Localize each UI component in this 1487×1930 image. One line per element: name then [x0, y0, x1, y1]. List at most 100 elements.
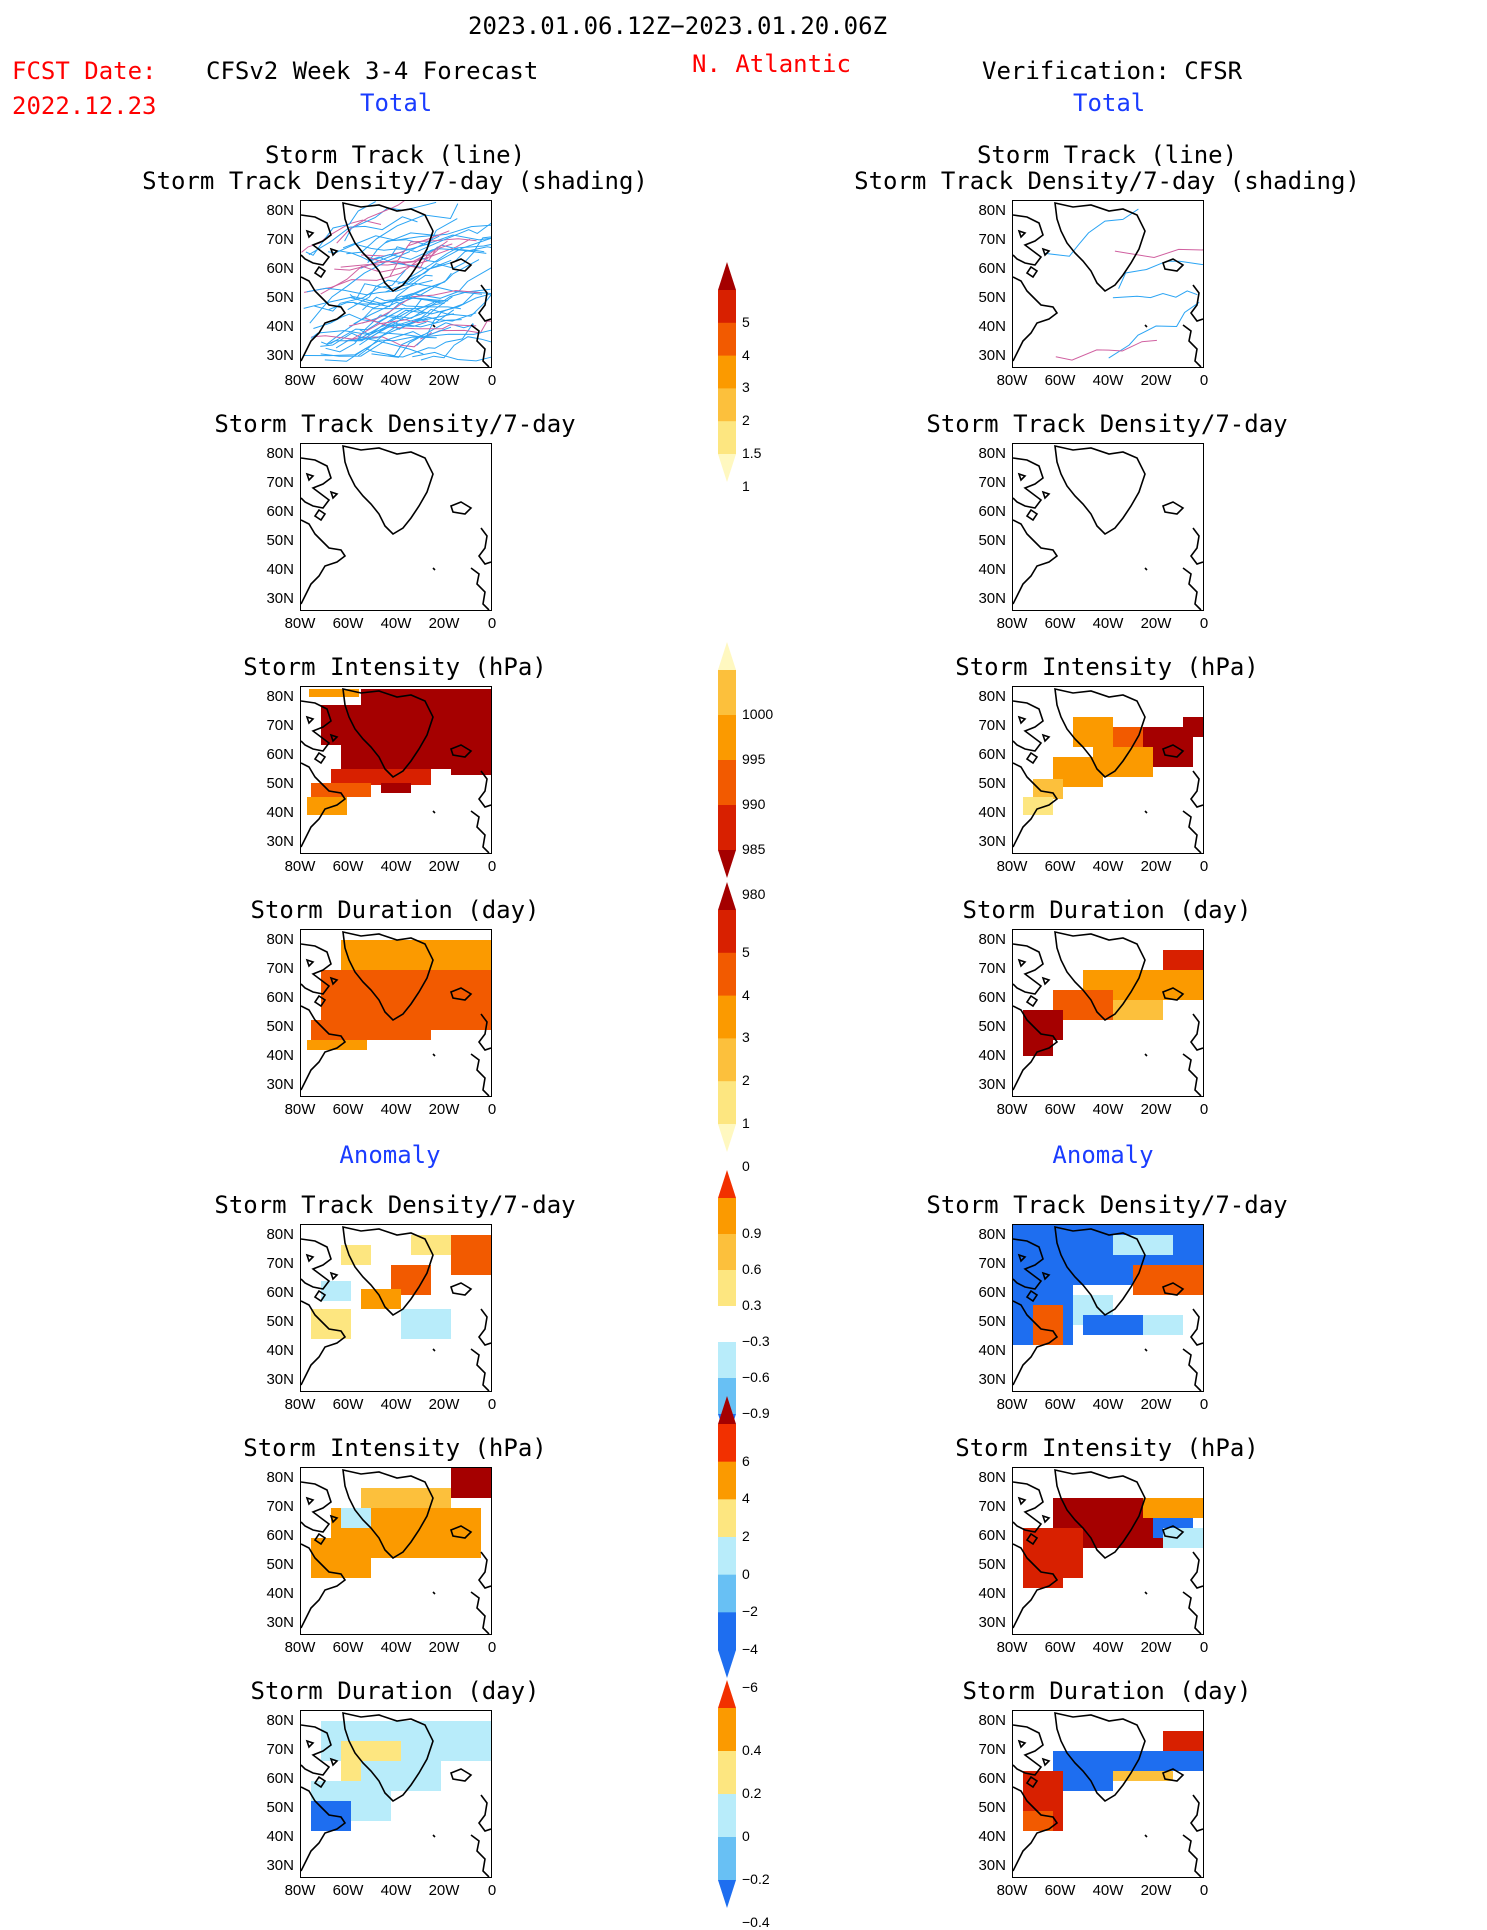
storm-track-line: [354, 297, 449, 305]
anom-duration-forecast-map: [300, 1710, 492, 1878]
lat-tick-label: 70N: [978, 717, 1006, 734]
storm-track-line: [384, 282, 483, 295]
coastline: [313, 994, 327, 1008]
coastline: [301, 1300, 347, 1386]
grid-cell: [361, 689, 491, 705]
lat-tick-label: 70N: [978, 1255, 1006, 1272]
lon-tick-label: 40W: [1092, 1396, 1124, 1413]
lon-tick-label: 0: [487, 1101, 497, 1118]
coastline: [470, 567, 490, 610]
colorbar-segment: [718, 388, 736, 422]
date-range-title: 2023.01.06.12Z−2023.01.20.06Z: [468, 12, 888, 40]
colorbar-tick-label: 5: [742, 943, 750, 960]
panel-title: Storm Track Density/7-day: [115, 411, 675, 437]
storm-track-line: [360, 234, 491, 269]
grid-cell: [341, 1245, 371, 1265]
coastline: [342, 1225, 434, 1317]
grid-cell: [1163, 950, 1203, 970]
coastline: [478, 1551, 491, 1589]
coastline: [305, 1496, 315, 1506]
lon-tick-label: 40W: [1092, 615, 1124, 632]
lat-tick-label: 70N: [266, 1741, 294, 1758]
coastline: [450, 744, 473, 758]
panel-title-line1: Storm Track (line): [976, 141, 1238, 169]
coastline: [478, 1794, 491, 1832]
colorbar-segment: [718, 421, 736, 455]
lat-tick-label: 70N: [978, 960, 1006, 977]
map-canvas: [301, 1468, 491, 1634]
lat-tick-label: 50N: [266, 775, 294, 792]
coastline: [305, 472, 315, 482]
lon-tick-label: 60W: [1044, 1639, 1076, 1656]
lon-tick-label: 80W: [996, 372, 1028, 389]
grid-cell: [1023, 1010, 1063, 1040]
lat-tick-label: 40N: [978, 1828, 1006, 1845]
coastline: [301, 943, 332, 995]
panel-title: Storm Duration (day): [827, 897, 1387, 923]
colorbar-tick-label: 2: [742, 1528, 750, 1544]
colorbar-segment: [718, 355, 736, 389]
lon-tick-label: 40W: [380, 372, 412, 389]
grid-cell: [321, 705, 491, 745]
map-canvas: [301, 1711, 491, 1877]
grid-cell: [1023, 1811, 1053, 1831]
lat-tick-label: 80N: [978, 1712, 1006, 1729]
lon-tick-label: 40W: [380, 1101, 412, 1118]
coastline: [1025, 265, 1039, 279]
colorbar-segment: [718, 322, 736, 357]
lat-tick-label: 30N: [978, 590, 1006, 607]
lon-tick-label: 60W: [332, 1882, 364, 1899]
coastline: [450, 1525, 473, 1539]
lon-tick-label: 60W: [1044, 1101, 1076, 1118]
coastline: [470, 1591, 490, 1634]
coastline: [432, 1591, 436, 1595]
colorbar-tick-label: 0.3: [742, 1297, 762, 1313]
coastline: [1013, 457, 1044, 509]
total-track-verification-map: [1012, 200, 1204, 368]
anom-intensity-forecast-map: [300, 1467, 492, 1635]
grid-cell: [1033, 779, 1063, 799]
coastline: [1054, 1468, 1146, 1560]
coastline: [342, 687, 434, 779]
lon-tick-label: 80W: [996, 1396, 1028, 1413]
storm-track-line: [1114, 248, 1203, 259]
total-intensity-verification-map: [1012, 686, 1204, 854]
colorbar-tick-label: 2: [742, 1072, 750, 1089]
lon-tick-label: 20W: [428, 1396, 460, 1413]
colorbar-tick-label: 1: [742, 1115, 750, 1131]
coastline: [470, 1348, 490, 1391]
lon-tick-label: 60W: [332, 1101, 364, 1118]
coastline: [301, 762, 347, 848]
lon-tick-label: 0: [487, 1396, 497, 1413]
colorbar-bottom-arrow: [718, 850, 736, 878]
map-canvas: [301, 201, 491, 367]
colorbar-tick-label: 3: [742, 379, 750, 396]
storm-track-line: [410, 243, 491, 278]
lat-tick-label: 60N: [266, 1770, 294, 1787]
coastline: [1041, 1757, 1051, 1767]
colorbar-tick-label: 4: [742, 1490, 750, 1507]
lat-tick-label: 60N: [978, 503, 1006, 520]
colorbar-segment: [718, 1342, 736, 1379]
coastline: [450, 501, 473, 515]
coastline: [1017, 715, 1027, 725]
coastline: [1182, 1591, 1202, 1634]
coastline: [478, 527, 491, 565]
coastline: [1013, 700, 1044, 752]
colorbar-segment: [718, 1537, 736, 1576]
coastline: [1144, 1348, 1148, 1352]
lon-tick-label: 40W: [380, 858, 412, 875]
lon-tick-label: 60W: [1044, 1396, 1076, 1413]
panel-title: Storm Duration (day): [115, 1678, 675, 1704]
lon-tick-label: 0: [487, 615, 497, 632]
lat-tick-label: 30N: [978, 1076, 1006, 1093]
lat-tick-label: 40N: [266, 1342, 294, 1359]
lat-tick-label: 60N: [978, 1770, 1006, 1787]
map-canvas: [1013, 201, 1203, 367]
lat-tick-label: 60N: [266, 503, 294, 520]
coastline: [1190, 1551, 1203, 1589]
coastline: [329, 733, 339, 743]
coastline: [301, 214, 332, 266]
lon-tick-label: 80W: [284, 1101, 316, 1118]
coastline: [432, 324, 436, 328]
